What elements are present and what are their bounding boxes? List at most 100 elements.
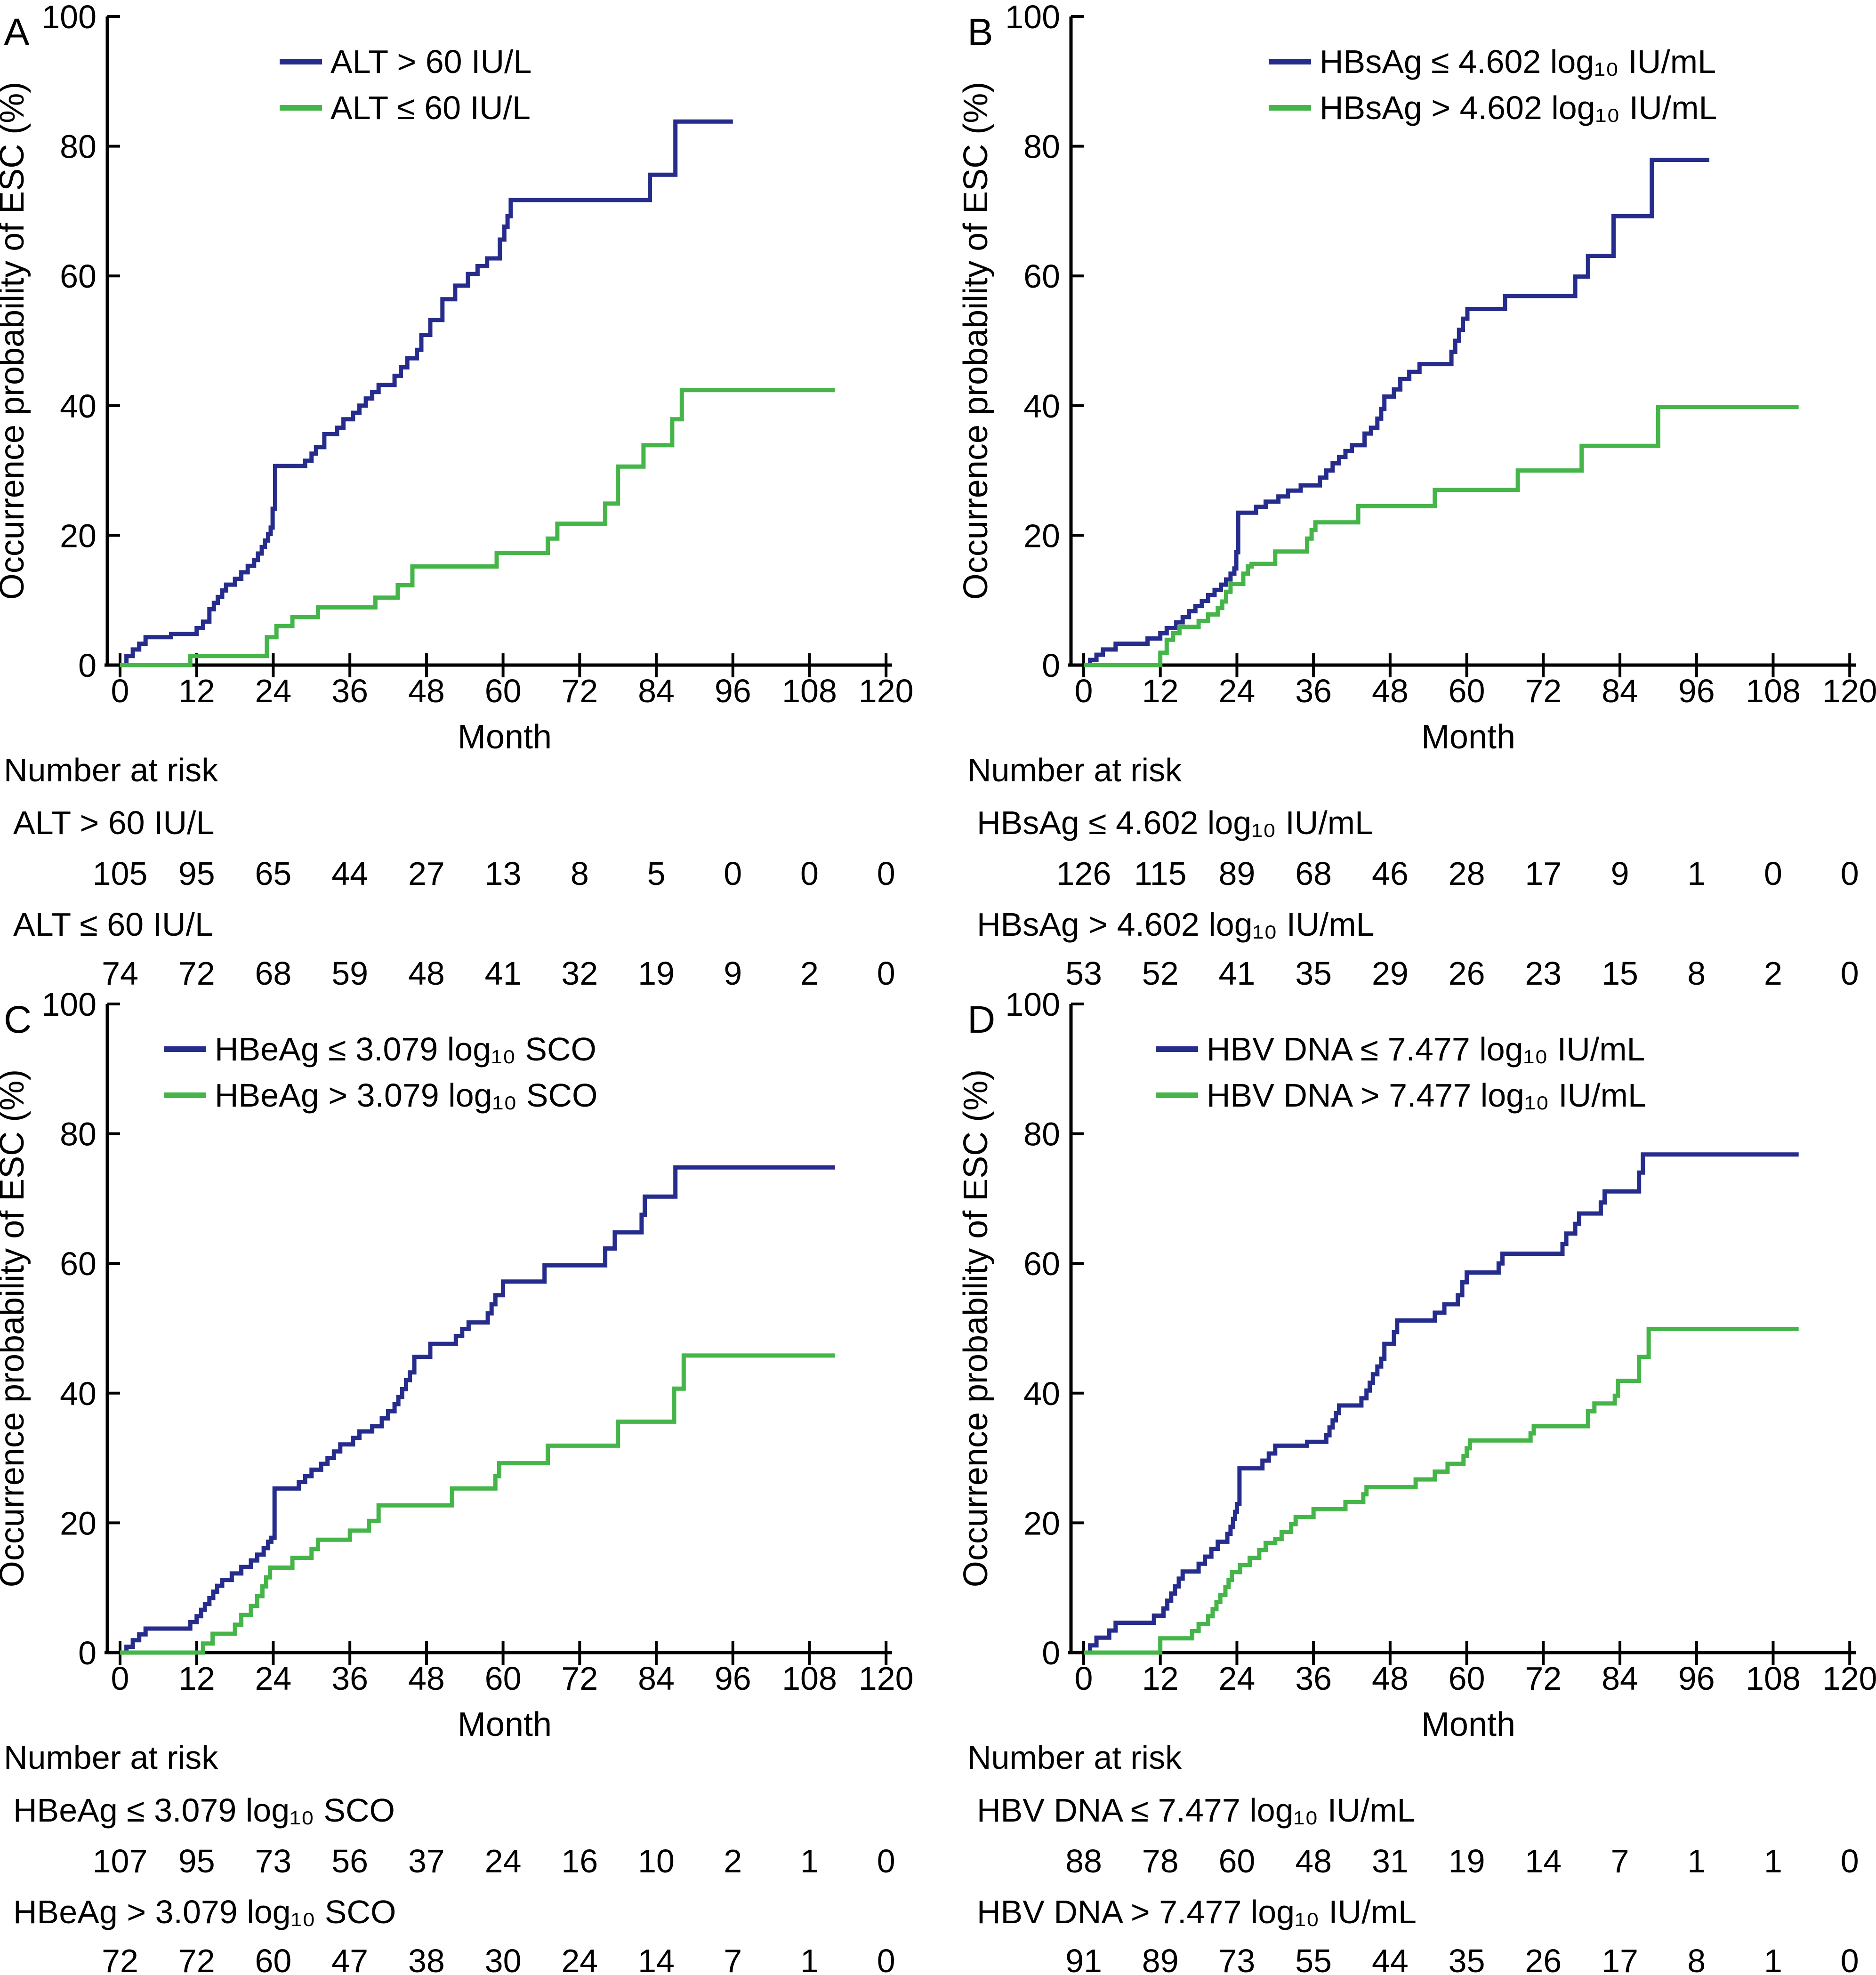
risk-count-B-1-10: 0 <box>1841 955 1859 988</box>
risk-count-C-1-2: 60 <box>255 1943 292 1975</box>
risk-count-B-0-5: 28 <box>1449 855 1485 892</box>
risk-count-B-1-3: 35 <box>1295 955 1332 988</box>
risk-count-C-0-2: 73 <box>255 1843 292 1879</box>
panel-letter-C: C <box>4 998 32 1041</box>
risk-count-C-1-9: 1 <box>800 1943 819 1975</box>
risk-count-D-1-7: 17 <box>1602 1943 1638 1975</box>
risk-row-label-A-1: ALT ≤ 60 IU/L <box>13 906 213 943</box>
risk-row-label-B-0: HBsAg ≤ 4.602 log₁₀ IU/mL <box>977 804 1373 841</box>
x-tick-label-36: 36 <box>1295 673 1332 709</box>
x-tick-label-84: 84 <box>638 1660 675 1697</box>
x-tick-label-60: 60 <box>485 1660 522 1697</box>
risk-count-C-1-10: 0 <box>877 1943 895 1975</box>
y-tick-label-40: 40 <box>1023 1375 1060 1412</box>
y-tick-label-0: 0 <box>78 647 97 684</box>
risk-count-D-0-1: 78 <box>1142 1843 1179 1879</box>
risk-row-label-C-0: HBeAg ≤ 3.079 log₁₀ SCO <box>13 1792 395 1829</box>
x-tick-label-120: 120 <box>859 673 914 709</box>
x-tick-label-24: 24 <box>1219 1660 1256 1697</box>
x-tick-label-48: 48 <box>1372 1660 1409 1697</box>
x-tick-label-0: 0 <box>111 673 129 709</box>
risk-count-C-1-8: 7 <box>724 1943 742 1975</box>
number-at-risk-header-C: Number at risk <box>4 1739 218 1776</box>
risk-count-C-1-3: 47 <box>331 1943 368 1975</box>
risk-count-A-1-0: 74 <box>102 955 138 988</box>
risk-count-A-0-6: 8 <box>571 855 589 892</box>
risk-count-C-0-0: 107 <box>93 1843 148 1879</box>
x-tick-label-48: 48 <box>408 673 445 709</box>
series-curve-C-0 <box>120 1165 835 1655</box>
risk-count-A-0-7: 5 <box>647 855 666 892</box>
risk-count-B-0-3: 68 <box>1295 855 1332 892</box>
x-axis-title: Month <box>1421 1706 1515 1743</box>
y-tick-label-60: 60 <box>60 258 97 295</box>
x-tick-label-48: 48 <box>408 1660 445 1697</box>
y-tick-label-80: 80 <box>1023 128 1060 165</box>
series-curve-D-0 <box>1084 1152 1799 1655</box>
risk-count-B-1-4: 29 <box>1372 955 1409 988</box>
x-tick-label-108: 108 <box>782 1660 837 1697</box>
risk-count-B-1-5: 26 <box>1449 955 1485 988</box>
risk-count-C-0-4: 37 <box>408 1843 445 1879</box>
y-axis-title: Occurrence probability of ESC (%) <box>0 82 31 600</box>
risk-count-C-0-5: 24 <box>485 1843 522 1879</box>
x-tick-label-120: 120 <box>859 1660 914 1697</box>
series-curve-B-0 <box>1084 158 1709 667</box>
y-tick-label-100: 100 <box>41 0 97 35</box>
x-tick-label-0: 0 <box>1075 1660 1093 1697</box>
y-tick-label-0: 0 <box>1042 647 1060 684</box>
risk-count-B-1-6: 23 <box>1525 955 1562 988</box>
y-axis-title: Occurrence probability of ESC (%) <box>957 82 995 600</box>
risk-count-A-1-8: 9 <box>724 955 742 988</box>
x-axis-title: Month <box>458 1706 552 1743</box>
legend-label-B-0: HBsAg ≤ 4.602 log₁₀ IU/mL <box>1320 43 1716 80</box>
legend-label-D-0: HBV DNA ≤ 7.477 log₁₀ IU/mL <box>1207 1031 1645 1068</box>
risk-count-A-0-5: 13 <box>485 855 522 892</box>
x-tick-label-36: 36 <box>331 1660 368 1697</box>
risk-count-B-0-10: 0 <box>1841 855 1859 892</box>
x-tick-label-60: 60 <box>485 673 522 709</box>
x-tick-label-72: 72 <box>1525 673 1562 709</box>
risk-row-label-D-0: HBV DNA ≤ 7.477 log₁₀ IU/mL <box>977 1792 1415 1829</box>
legend-label-B-1: HBsAg > 4.602 log₁₀ IU/mL <box>1320 89 1717 126</box>
y-axis-title: Occurrence probability of ESC (%) <box>957 1069 995 1587</box>
x-tick-label-48: 48 <box>1372 673 1409 709</box>
x-tick-label-60: 60 <box>1449 1660 1485 1697</box>
x-tick-label-84: 84 <box>1602 1660 1638 1697</box>
risk-count-A-1-9: 2 <box>800 955 819 988</box>
panel-letter-B: B <box>967 11 993 54</box>
risk-count-B-1-0: 53 <box>1065 955 1102 988</box>
risk-count-A-1-7: 19 <box>638 955 675 988</box>
risk-count-D-1-4: 44 <box>1372 1943 1409 1975</box>
risk-count-D-1-3: 55 <box>1295 1943 1332 1975</box>
series-curve-A-0 <box>120 119 733 667</box>
x-tick-label-0: 0 <box>111 1660 129 1697</box>
x-tick-label-96: 96 <box>715 1660 751 1697</box>
risk-count-B-1-1: 52 <box>1142 955 1179 988</box>
risk-count-C-1-1: 72 <box>178 1943 215 1975</box>
y-tick-label-100: 100 <box>1005 0 1060 35</box>
y-tick-label-80: 80 <box>60 1116 97 1153</box>
legend-label-A-1: ALT ≤ 60 IU/L <box>330 89 531 126</box>
y-tick-label-20: 20 <box>1023 1505 1060 1541</box>
x-tick-label-72: 72 <box>561 1660 598 1697</box>
y-tick-label-20: 20 <box>60 517 97 554</box>
number-at-risk-header-B: Number at risk <box>967 752 1182 788</box>
risk-count-B-0-0: 126 <box>1056 855 1111 892</box>
x-tick-label-12: 12 <box>1142 1660 1179 1697</box>
x-tick-label-108: 108 <box>1746 673 1801 709</box>
risk-count-C-1-4: 38 <box>408 1943 445 1975</box>
x-tick-label-84: 84 <box>1602 673 1638 709</box>
x-tick-label-24: 24 <box>1219 673 1256 709</box>
risk-count-D-0-4: 31 <box>1372 1843 1409 1879</box>
y-tick-label-0: 0 <box>78 1635 97 1671</box>
panel-letter-D: D <box>967 998 995 1041</box>
x-tick-label-24: 24 <box>255 673 292 709</box>
x-tick-label-12: 12 <box>178 1660 215 1697</box>
series-curve-A-1 <box>120 388 835 667</box>
risk-count-D-0-7: 7 <box>1611 1843 1629 1879</box>
risk-count-D-1-1: 89 <box>1142 1943 1179 1975</box>
